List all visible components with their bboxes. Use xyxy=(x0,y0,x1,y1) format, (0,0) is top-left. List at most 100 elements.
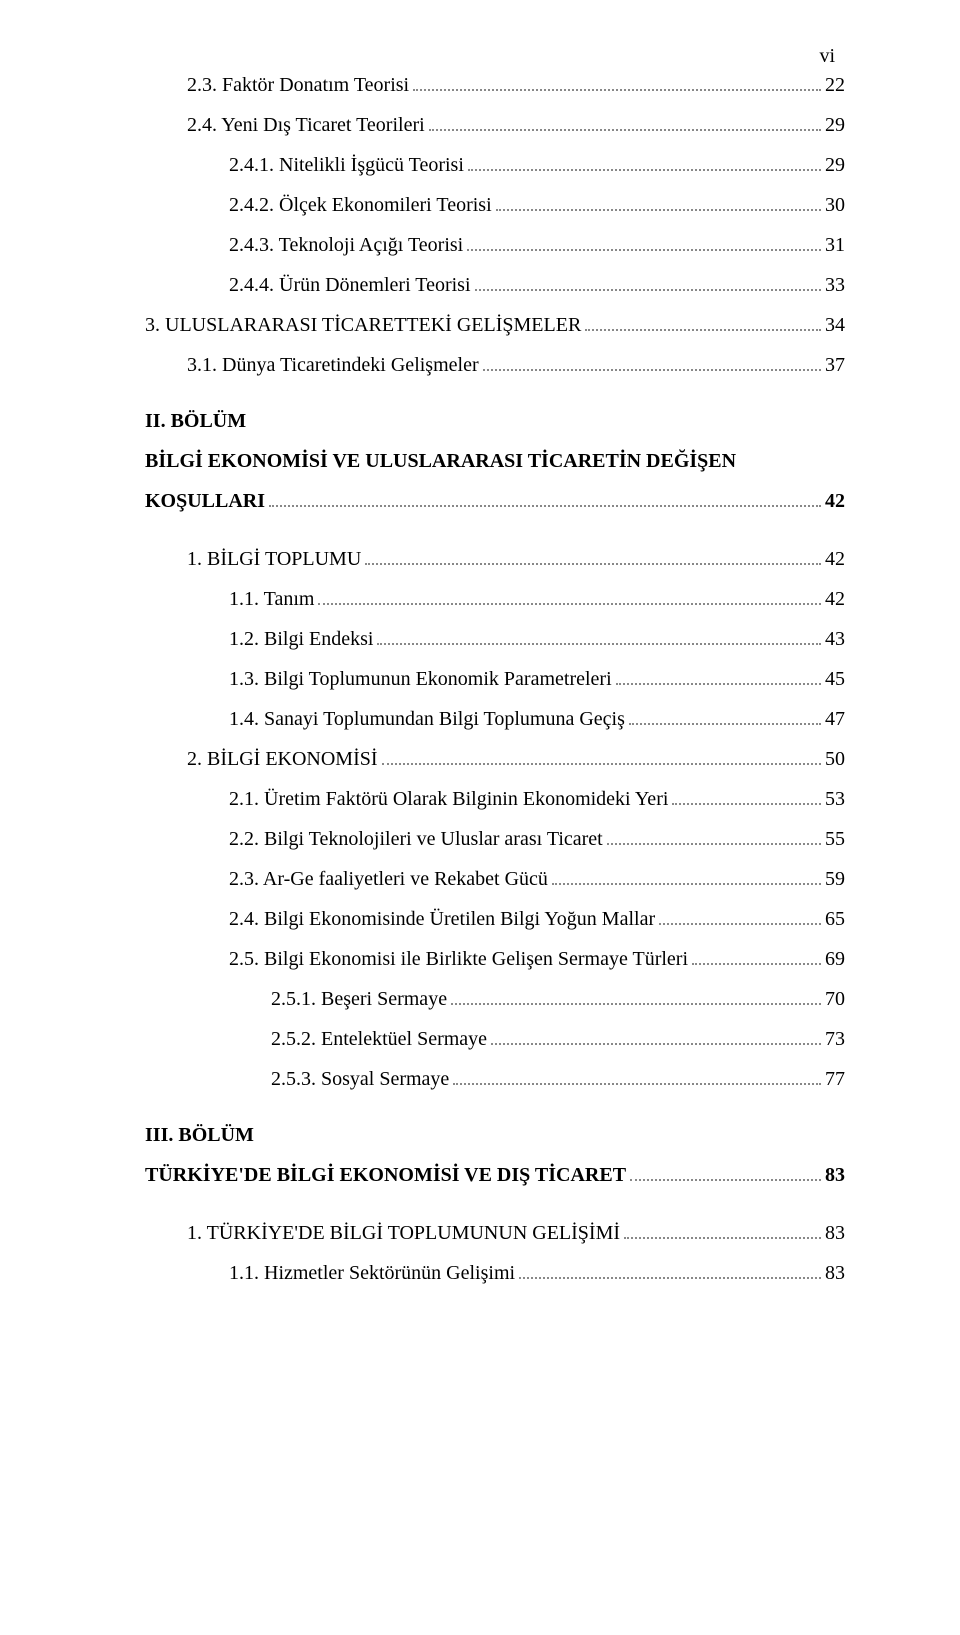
toc-page: 30 xyxy=(825,195,845,215)
toc-entry: 2.5.3. Sosyal Sermaye 77 xyxy=(145,1069,845,1089)
toc-page: 77 xyxy=(825,1069,845,1089)
leader-dots xyxy=(468,169,821,171)
toc-entry: 3. ULUSLARARASI TİCARETTEKİ GELİŞMELER 3… xyxy=(145,315,845,335)
toc-entry: 1.4. Sanayi Toplumundan Bilgi Toplumuna … xyxy=(145,709,845,729)
leader-dots xyxy=(453,1083,821,1085)
toc-page: 47 xyxy=(825,709,845,729)
toc-entry: 1.1. Hizmetler Sektörünün Gelişimi 83 xyxy=(145,1263,845,1283)
toc-entry: 2.3. Ar-Ge faaliyetleri ve Rekabet Gücü … xyxy=(145,869,845,889)
toc-label: 2.5.3. Sosyal Sermaye xyxy=(271,1069,449,1089)
toc-entry: 2.1. Üretim Faktörü Olarak Bilginin Ekon… xyxy=(145,789,845,809)
toc-label: 1.3. Bilgi Toplumunun Ekonomik Parametre… xyxy=(229,669,612,689)
section-3-title: TÜRKİYE'DE BİLGİ EKONOMİSİ VE DIŞ TİCARE… xyxy=(145,1165,845,1185)
toc-page: 29 xyxy=(825,115,845,135)
page-number: vi xyxy=(819,45,835,68)
toc-entry: 2.4. Yeni Dış Ticaret Teorileri 29 xyxy=(145,115,845,135)
toc-content: 2.3. Faktör Donatım Teorisi 22 2.4. Yeni… xyxy=(145,55,845,1283)
toc-page: 69 xyxy=(825,949,845,969)
toc-label: 1.1. Hizmetler Sektörünün Gelişimi xyxy=(229,1263,515,1283)
toc-label: TÜRKİYE'DE BİLGİ EKONOMİSİ VE DIŞ TİCARE… xyxy=(145,1165,626,1185)
leader-dots xyxy=(451,1003,821,1005)
toc-page: 37 xyxy=(825,355,845,375)
toc-label: 1.1. Tanım xyxy=(229,589,314,609)
leader-dots xyxy=(377,643,821,645)
toc-page: 83 xyxy=(825,1263,845,1283)
toc-entry: 1.2. Bilgi Endeksi 43 xyxy=(145,629,845,649)
toc-label: 2.2. Bilgi Teknolojileri ve Uluslar aras… xyxy=(229,829,603,849)
toc-label: 2.5.2. Entelektüel Sermaye xyxy=(271,1029,487,1049)
toc-label: 2.5. Bilgi Ekonomisi ile Birlikte Gelişe… xyxy=(229,949,688,969)
toc-entry: 2.5.2. Entelektüel Sermaye 73 xyxy=(145,1029,845,1049)
leader-dots xyxy=(475,289,821,291)
toc-page: 65 xyxy=(825,909,845,929)
toc-page: 59 xyxy=(825,869,845,889)
toc-entry: 1.1. Tanım 42 xyxy=(145,589,845,609)
section-2-title-line1: BİLGİ EKONOMİSİ VE ULUSLARARASI TİCARETİ… xyxy=(145,451,845,471)
toc-entry: 1. TÜRKİYE'DE BİLGİ TOPLUMUNUN GELİŞİMİ … xyxy=(145,1223,845,1243)
toc-page: 29 xyxy=(825,155,845,175)
toc-page: 45 xyxy=(825,669,845,689)
toc-label: 1. BİLGİ TOPLUMU xyxy=(187,549,361,569)
toc-label: 2.4. Bilgi Ekonomisinde Üretilen Bilgi Y… xyxy=(229,909,655,929)
leader-dots xyxy=(629,723,821,725)
leader-dots xyxy=(365,563,821,565)
page: vi 2.3. Faktör Donatım Teorisi 22 2.4. Y… xyxy=(0,0,960,1635)
toc-page: 70 xyxy=(825,989,845,1009)
toc-entry: 2.5.1. Beşeri Sermaye 70 xyxy=(145,989,845,1009)
toc-label: 2. BİLGİ EKONOMİSİ xyxy=(187,749,378,769)
leader-dots xyxy=(491,1043,821,1045)
toc-entry: 1.3. Bilgi Toplumunun Ekonomik Parametre… xyxy=(145,669,845,689)
toc-entry: 2.5. Bilgi Ekonomisi ile Birlikte Gelişe… xyxy=(145,949,845,969)
toc-label: 2.3. Faktör Donatım Teorisi xyxy=(187,75,409,95)
toc-page: 83 xyxy=(825,1165,845,1185)
leader-dots xyxy=(382,763,821,765)
toc-page: 73 xyxy=(825,1029,845,1049)
toc-entry: 3.1. Dünya Ticaretindeki Gelişmeler 37 xyxy=(145,355,845,375)
toc-entry: 2.4.3. Teknoloji Açığı Teorisi 31 xyxy=(145,235,845,255)
toc-entry: 2. BİLGİ EKONOMİSİ 50 xyxy=(145,749,845,769)
toc-entry: 2.3. Faktör Donatım Teorisi 22 xyxy=(145,75,845,95)
leader-dots xyxy=(624,1237,821,1239)
spacer xyxy=(145,531,845,549)
toc-entry: 2.4. Bilgi Ekonomisinde Üretilen Bilgi Y… xyxy=(145,909,845,929)
leader-dots xyxy=(552,883,821,885)
leader-dots xyxy=(413,89,821,91)
section-2-head: II. BÖLÜM xyxy=(145,411,845,431)
toc-label: 3. ULUSLARARASI TİCARETTEKİ GELİŞMELER xyxy=(145,315,581,335)
leader-dots xyxy=(692,963,821,965)
toc-entry: 2.4.2. Ölçek Ekonomileri Teorisi 30 xyxy=(145,195,845,215)
leader-dots xyxy=(616,683,821,685)
toc-label: 2.1. Üretim Faktörü Olarak Bilginin Ekon… xyxy=(229,789,668,809)
leader-dots xyxy=(318,603,821,605)
toc-label: KOŞULLARI xyxy=(145,491,265,511)
toc-label: 1. TÜRKİYE'DE BİLGİ TOPLUMUNUN GELİŞİMİ xyxy=(187,1223,620,1243)
leader-dots xyxy=(429,129,821,131)
leader-dots xyxy=(269,505,821,507)
leader-dots xyxy=(659,923,821,925)
toc-entry: 2.4.4. Ürün Dönemleri Teorisi 33 xyxy=(145,275,845,295)
toc-page: 43 xyxy=(825,629,845,649)
spacer xyxy=(145,1205,845,1223)
leader-dots xyxy=(467,249,821,251)
toc-page: 42 xyxy=(825,549,845,569)
toc-page: 55 xyxy=(825,829,845,849)
leader-dots xyxy=(585,329,821,331)
toc-label: 2.5.1. Beşeri Sermaye xyxy=(271,989,447,1009)
leader-dots xyxy=(672,803,821,805)
toc-page: 53 xyxy=(825,789,845,809)
toc-page: 42 xyxy=(825,491,845,511)
leader-dots xyxy=(630,1179,821,1181)
toc-label: 1.4. Sanayi Toplumundan Bilgi Toplumuna … xyxy=(229,709,625,729)
section-2-title-line2: KOŞULLARI 42 xyxy=(145,491,845,511)
toc-label: 2.4. Yeni Dış Ticaret Teorileri xyxy=(187,115,425,135)
toc-page: 22 xyxy=(825,75,845,95)
toc-page: 31 xyxy=(825,235,845,255)
toc-label: 2.3. Ar-Ge faaliyetleri ve Rekabet Gücü xyxy=(229,869,548,889)
leader-dots xyxy=(496,209,821,211)
toc-entry: 2.4.1. Nitelikli İşgücü Teorisi 29 xyxy=(145,155,845,175)
toc-page: 83 xyxy=(825,1223,845,1243)
toc-label: 3.1. Dünya Ticaretindeki Gelişmeler xyxy=(187,355,479,375)
section-3-head: III. BÖLÜM xyxy=(145,1125,845,1145)
toc-label: 2.4.3. Teknoloji Açığı Teorisi xyxy=(229,235,463,255)
leader-dots xyxy=(519,1277,821,1279)
